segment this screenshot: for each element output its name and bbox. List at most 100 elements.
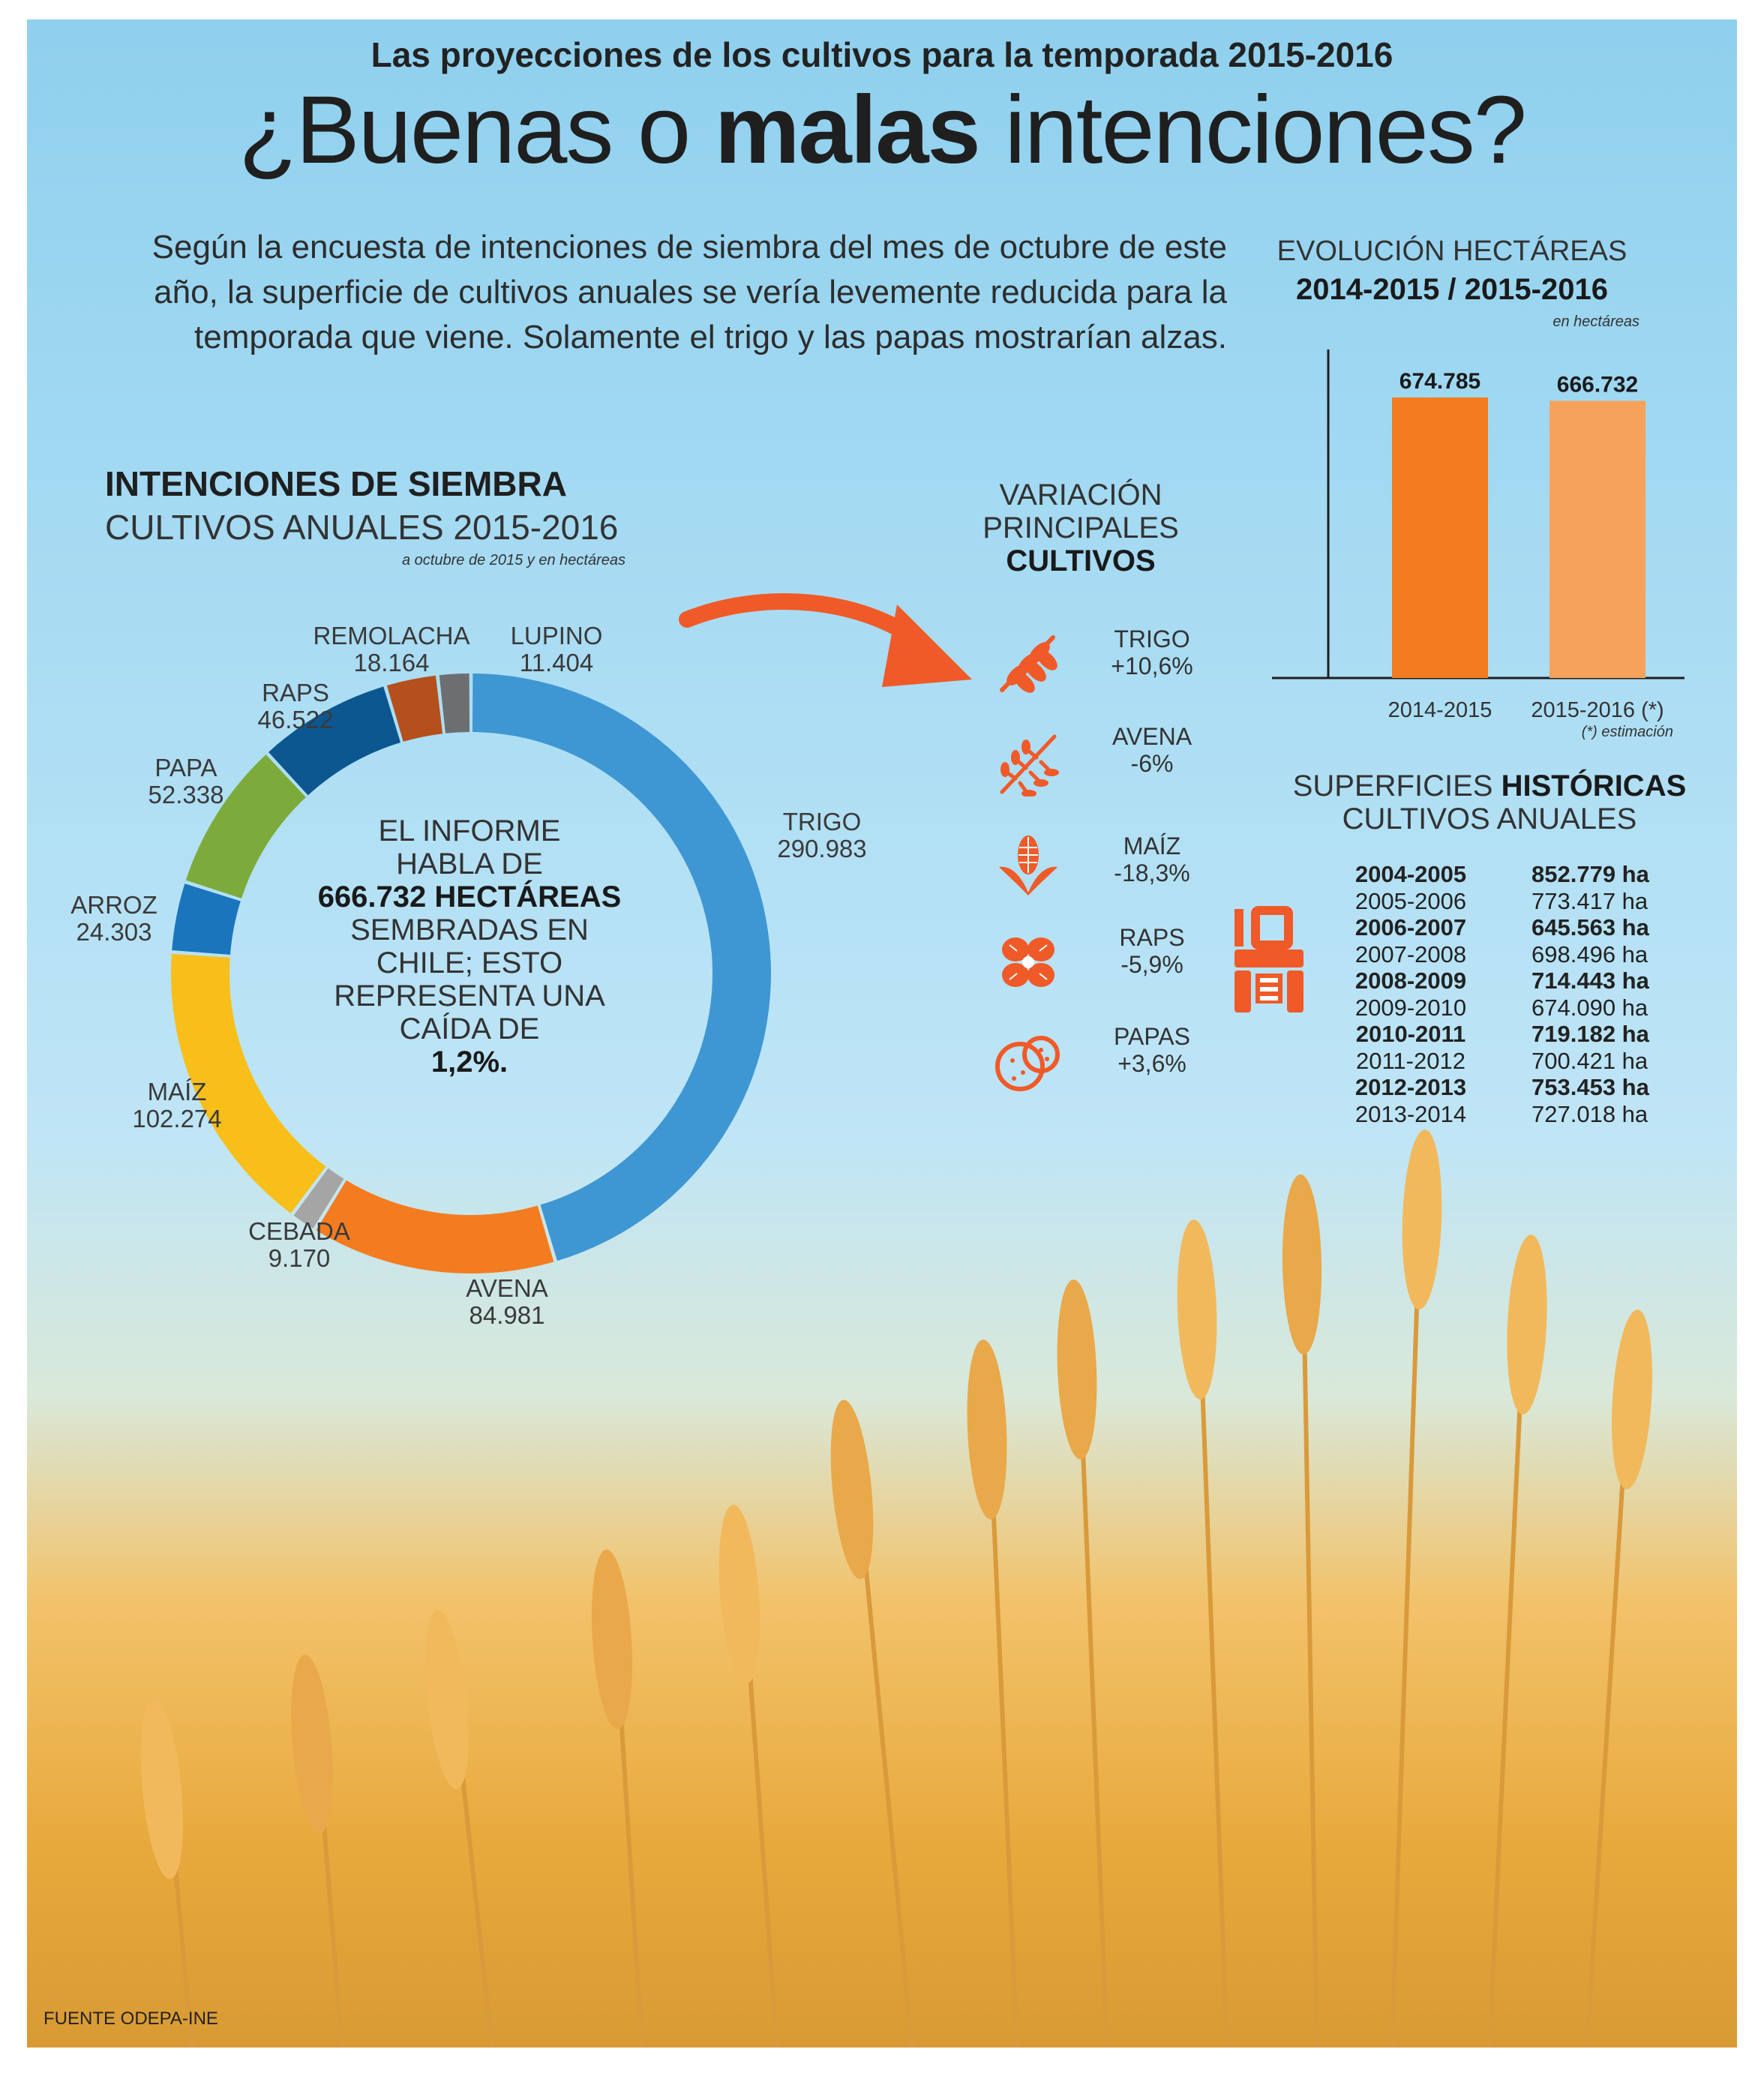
variation-item-trigo: TRIGO +10,6% (994, 626, 1193, 700)
donut-slice-arroz (172, 884, 241, 956)
bar-chart: 674.785 2014-2015 666.732 2015-2016 (*) (*)… (1272, 350, 1684, 740)
center-line-3: SEMBRADAS EN (350, 914, 589, 946)
history-row: 2009-2010 674.090 ha (1317, 994, 1682, 1022)
donut-slice-cebada (293, 1168, 344, 1229)
wheat-field-background (140, 1130, 1653, 2048)
history-season: 2010-2011 (1355, 1021, 1466, 1047)
donut-slice-remolacha (386, 675, 443, 742)
variation-name: PAPAS (1114, 1023, 1190, 1050)
donut-label-name: RAPS (262, 679, 329, 706)
variation-title-line-1: VARIACIÓN (999, 478, 1162, 512)
variation-item-avena: AVENA -6% (994, 723, 1192, 800)
wheat-head (1057, 1280, 1097, 1460)
donut-label-value: 102.274 (132, 1105, 222, 1132)
donut-note: a octubre de 2015 y en hectáreas (402, 552, 626, 568)
oat-icon (1000, 734, 1059, 797)
bar-category-label: 2014-2015 (1388, 698, 1492, 722)
history-value: 645.563 ha (1532, 914, 1649, 940)
history-value: 753.453 ha (1532, 1074, 1649, 1100)
donut-slice-raps (268, 686, 401, 796)
variation-name: TRIGO (1114, 626, 1190, 652)
donut-label-papa: PAPA 52.338 (104, 754, 268, 808)
donut-label-remolacha: REMOLACHA 18.164 (309, 622, 474, 676)
wheat-head (591, 1550, 633, 1730)
bar-chart-subtitle: 2014-2015 / 2015-2016 (1296, 273, 1608, 306)
bar-chart-title: EVOLUCIÓN HECTÁREAS (1276, 236, 1628, 267)
donut-subtitle: CULTIVOS ANUALES 2015-2016 (105, 508, 619, 547)
bar-2015-2016 (*) (1550, 400, 1646, 678)
wheat-head (1282, 1174, 1322, 1354)
variation-item-papas: PAPAS +3,6% (994, 1023, 1190, 1100)
history-season: 2009-2010 (1354, 994, 1467, 1021)
donut-label-name: ARROZ (70, 891, 158, 919)
history-row: 2013-2014 727.018 ha (1317, 1101, 1682, 1128)
donut-label-cebada: CEBADA 9.170 (217, 1218, 382, 1272)
center-highlight: 666.732 HECTÁREAS (317, 880, 622, 914)
variation-change: -5,9% (1120, 951, 1184, 978)
donut-label-lupino: LUPINO 11.404 (474, 622, 639, 676)
center-line-4: CHILE; ESTO (376, 946, 563, 980)
donut-label-name: MAÍZ (147, 1078, 207, 1106)
history-value: 700.421 ha (1532, 1047, 1648, 1074)
donut-label-value: 84.981 (469, 1301, 545, 1329)
history-table: 2004-2005 852.779 ha 2005-2006 773.417 ha 20… (1317, 861, 1682, 1127)
donut-label-value: 11.404 (519, 649, 594, 676)
history-row: 2004-2005 852.779 ha (1317, 861, 1682, 888)
headline-pre: ¿Buenas o (238, 76, 715, 184)
wheat-icon (1000, 635, 1058, 693)
bar-chart-units: en hectáreas (1552, 314, 1640, 330)
donut-chart (171, 674, 771, 1274)
center-line-1: EL INFORME (378, 814, 561, 848)
wheat-head (967, 1340, 1007, 1520)
donut-title: INTENCIONES DE SIEMBRA (105, 464, 567, 503)
donut-label-name: REMOLACHA (313, 622, 470, 650)
wheat-head (830, 1400, 874, 1580)
rapeseed-icon (1002, 938, 1054, 987)
headline-bold: malas (714, 76, 981, 184)
history-season: 2008-2009 (1354, 968, 1467, 994)
history-title-pre: SUPERFICIES (1292, 770, 1502, 802)
intro-paragraph: Según la encuesta de intenciones de siem… (152, 229, 1227, 356)
variation-name: RAPS (1119, 924, 1185, 951)
donut-label-value: 24.303 (76, 918, 152, 946)
history-row: 2006-2007 645.563 ha (1317, 914, 1682, 941)
variation-item-maiz: MAÍZ -18,3% (994, 830, 1190, 901)
history-season: 2007-2008 (1354, 940, 1467, 968)
history-season: 2005-2006 (1354, 887, 1467, 914)
history-value: 727.018 ha (1532, 1100, 1648, 1127)
history-value: 852.779 ha (1532, 861, 1649, 887)
variation-change: +10,6% (1111, 652, 1193, 680)
history-row: 2007-2008 698.496 ha (1317, 941, 1682, 968)
donut-slice-maíz (171, 953, 326, 1214)
donut-label-name: CEBADA (248, 1217, 350, 1245)
center-line-5: REPRESENTA UNA (334, 980, 605, 1012)
donut-slice-lupino (439, 674, 470, 734)
corn-icon (999, 836, 1058, 896)
bar-2014-2015 (1392, 397, 1488, 678)
history-season: 2011-2012 (1356, 1047, 1466, 1074)
donut-label-value: 9.170 (268, 1244, 331, 1272)
wheat-head (1611, 1310, 1653, 1490)
variation-change: -6% (1130, 750, 1174, 777)
bar-value-label: 674.785 (1400, 369, 1480, 394)
donut-label-value: 290.983 (777, 835, 867, 862)
center-line-6: CAÍDA DE (399, 1012, 540, 1046)
donut-label-name: AVENA (466, 1274, 548, 1302)
donut-label-name: PAPA (154, 754, 218, 782)
variation-title: VARIACIÓN PRINCIPALES CULTIVOS (950, 478, 1212, 578)
wheat-head (1402, 1130, 1442, 1310)
history-value: 719.182 ha (1532, 1021, 1649, 1047)
curved-arrow-icon (679, 593, 972, 687)
center-line-2: HABLA DE (396, 848, 543, 880)
wheat-head (140, 1700, 184, 1880)
variation-title-line-3: CULTIVOS (1006, 544, 1156, 578)
bar-value-label: 666.732 (1557, 372, 1638, 397)
potato-icon (995, 1036, 1060, 1091)
donut-label-trigo: TRIGO 290.983 (740, 808, 904, 862)
history-value: 714.443 ha (1532, 968, 1649, 994)
variation-name: AVENA (1112, 723, 1192, 750)
history-row: 2005-2006 773.417 ha (1317, 888, 1682, 915)
variation-change: +3,6% (1118, 1050, 1186, 1077)
history-row: 2012-2013 753.453 ha (1317, 1074, 1682, 1101)
donut-label-arroz: ARROZ 24.303 (32, 892, 196, 946)
